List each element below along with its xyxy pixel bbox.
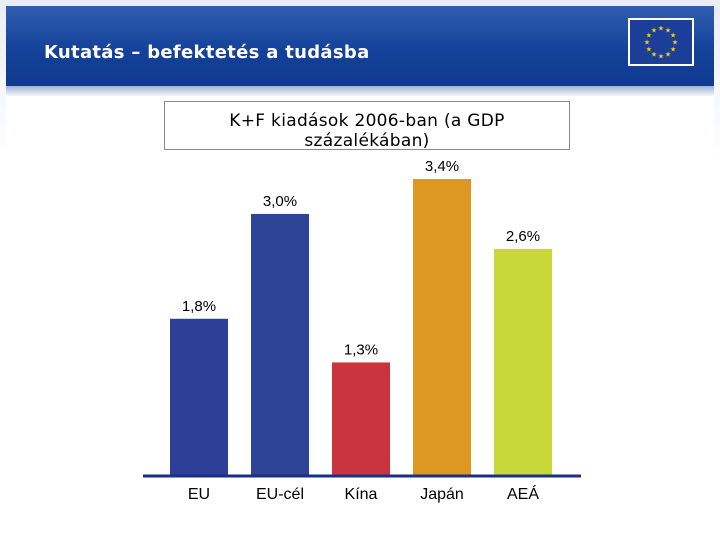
chart-title-box: K+F kiadások 2006-ban (a GDP százalékába…: [164, 101, 570, 151]
flag-star: ★: [665, 51, 671, 59]
header-bar: [6, 6, 714, 86]
category-label: EU-cél: [256, 486, 304, 503]
flag-star: ★: [651, 51, 657, 59]
header-shadow: [6, 86, 714, 96]
data-label: 2,6%: [506, 228, 540, 245]
data-label: 3,0%: [263, 193, 297, 210]
flag-star: ★: [646, 46, 652, 54]
bar-3: [413, 179, 471, 476]
eu-flag-icon: ★ ★ ★ ★ ★ ★ ★ ★ ★ ★ ★ ★: [628, 18, 694, 66]
flag-star: ★: [658, 25, 664, 33]
data-label: 1,3%: [344, 341, 378, 358]
bar-1: [251, 213, 309, 477]
flag-star: ★: [644, 39, 650, 47]
chart-title: K+F kiadások 2006-ban (a GDP százalékába…: [229, 111, 505, 151]
flag-star: ★: [646, 32, 652, 40]
category-label: Kína: [345, 486, 378, 503]
flag-star: ★: [665, 26, 671, 34]
bar-4: [494, 248, 552, 476]
eu-flag-stars: ★★★★★★★★★ ★ ★★: [644, 25, 678, 61]
bar-2: [332, 362, 390, 476]
bar-0: [170, 318, 228, 476]
category-label: EU: [188, 486, 210, 503]
category-label: AEÁ: [507, 484, 539, 503]
category-label: Japán: [420, 486, 464, 503]
flag-star: ★: [658, 53, 664, 61]
flag-star: ★: [651, 26, 657, 34]
flag-star: ★: [672, 39, 678, 47]
flag-star: ★: [670, 32, 676, 40]
data-label: 3,4%: [425, 158, 459, 175]
data-label: 1,8%: [182, 298, 216, 315]
slide-title: Kutatás – befektetés a tudásba: [44, 42, 370, 63]
flag-star: ★: [670, 46, 676, 54]
